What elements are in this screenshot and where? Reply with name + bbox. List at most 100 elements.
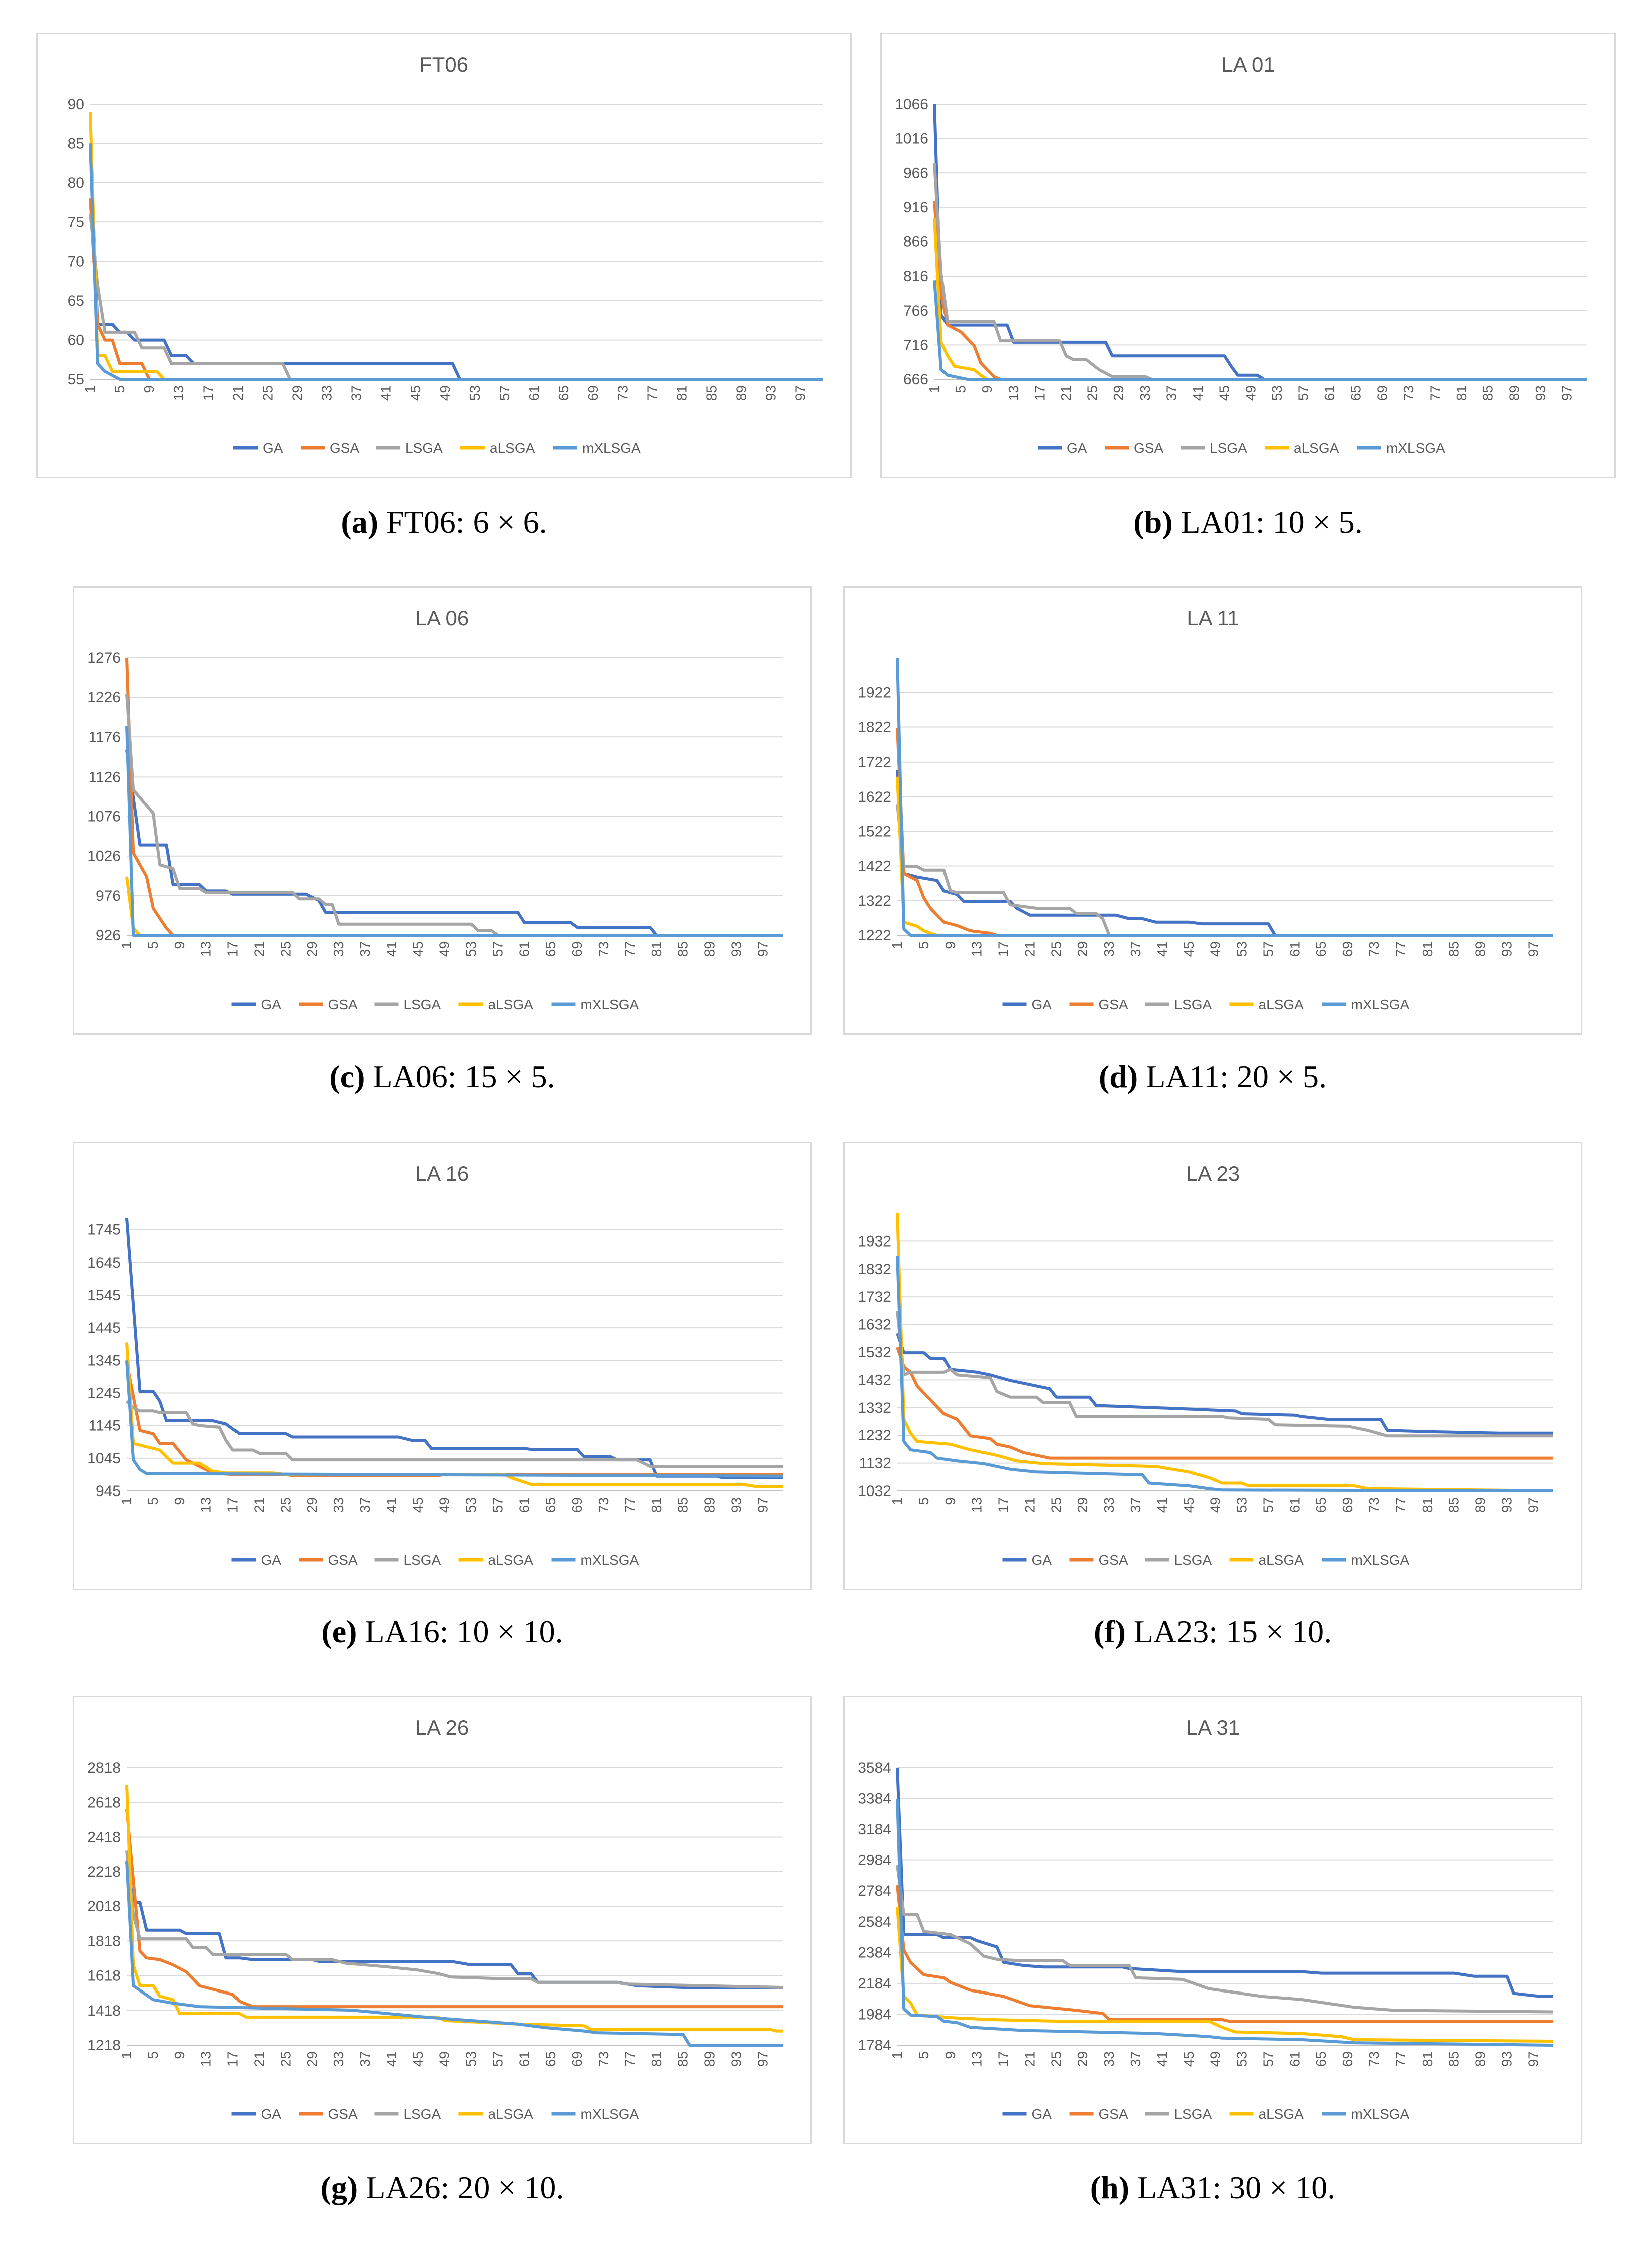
- series-line-gsa: [896, 1885, 1553, 2023]
- y-tick-label: 2418: [87, 1829, 121, 1846]
- x-tick-label: 5: [916, 941, 931, 949]
- y-tick-label: 966: [903, 165, 928, 181]
- series-line-mxlsga: [933, 280, 1587, 381]
- y-tick-label: 75: [68, 214, 84, 230]
- y-tick-label: 1076: [87, 809, 121, 825]
- x-tick-label: 45: [410, 941, 426, 957]
- x-tick-label: 25: [1048, 1497, 1064, 1513]
- chart-title: LA 31: [1186, 1716, 1240, 1739]
- x-tick-label: 53: [1234, 1497, 1250, 1513]
- x-tick-label: 41: [1154, 941, 1170, 957]
- x-tick-label: 89: [1473, 2051, 1488, 2067]
- series-line-mxlsga: [89, 143, 823, 381]
- series-line-alsga: [896, 1906, 1554, 2043]
- x-tick-label: 77: [622, 941, 638, 957]
- x-tick-label: 77: [644, 385, 660, 401]
- x-tick-label: 45: [1181, 941, 1197, 957]
- x-tick-label: 85: [675, 2051, 691, 2067]
- y-tick-label: 1622: [858, 789, 891, 805]
- x-tick-label: 5: [145, 2051, 161, 2059]
- x-tick-label: 21: [1058, 385, 1074, 401]
- x-tick-label: 33: [331, 941, 346, 957]
- y-tick-label: 945: [96, 1483, 121, 1500]
- x-tick-label: 21: [251, 941, 267, 957]
- y-tick-label: 1822: [858, 719, 891, 736]
- x-tick-label: 5: [916, 2051, 931, 2059]
- y-tick-label: 1732: [858, 1289, 891, 1305]
- series-line-gsa: [125, 1809, 783, 2009]
- x-tick-label: 61: [1287, 941, 1302, 957]
- legend-label-alsga: aLSGA: [1294, 440, 1339, 456]
- caption-la23: (f) LA23: 15 × 10.: [843, 1613, 1582, 1650]
- series-line-ga: [896, 769, 1553, 937]
- x-tick-label: 61: [1287, 1497, 1302, 1513]
- x-tick-label: 53: [463, 2051, 479, 2067]
- x-tick-label: 25: [1048, 2051, 1064, 2067]
- caption-label: (e): [321, 1614, 357, 1649]
- x-tick-label: 69: [1374, 385, 1390, 401]
- y-tick-label: 60: [68, 332, 84, 349]
- x-tick-label: 89: [702, 1497, 718, 1513]
- y-tick-label: 2184: [858, 1975, 891, 1992]
- x-tick-label: 93: [1533, 385, 1548, 401]
- x-tick-label: 49: [1208, 2051, 1223, 2067]
- caption-la26: (g) LA26: 20 × 10.: [73, 2169, 812, 2206]
- x-tick-label: 21: [251, 2051, 267, 2067]
- x-tick-label: 45: [1217, 385, 1232, 401]
- y-tick-label: 3384: [858, 1791, 891, 1807]
- x-tick-label: 61: [516, 1497, 532, 1513]
- y-tick-label: 1922: [858, 684, 891, 701]
- x-tick-label: 25: [1085, 385, 1100, 401]
- x-tick-label: 21: [1022, 1497, 1037, 1513]
- series-line-ga: [896, 1333, 1553, 1435]
- x-tick-label: 33: [331, 1497, 346, 1513]
- caption-label: (a): [341, 504, 379, 540]
- x-tick-label: 85: [1480, 385, 1496, 401]
- legend-label-lsga: LSGA: [404, 1552, 441, 1568]
- x-tick-label: 37: [1128, 1497, 1143, 1513]
- x-tick-label: 65: [556, 385, 571, 401]
- x-tick-label: 69: [1340, 941, 1355, 957]
- x-tick-label: 69: [569, 1497, 585, 1513]
- x-tick-label: 77: [622, 2051, 638, 2067]
- x-tick-label: 21: [1022, 941, 1037, 957]
- y-tick-label: 1645: [87, 1255, 121, 1271]
- x-tick-label: 41: [1154, 1497, 1170, 1513]
- x-tick-label: 1: [119, 941, 134, 949]
- x-tick-label: 45: [1181, 2051, 1197, 2067]
- series-line-lsga: [125, 694, 783, 937]
- legend-label-gsa: GSA: [328, 2106, 358, 2122]
- x-tick-label: 49: [437, 1497, 452, 1513]
- legend-label-ga: GA: [1032, 997, 1052, 1012]
- line-chart-la16: LA 1694510451145124513451445154516451745…: [87, 1162, 783, 1568]
- y-tick-label: 866: [903, 234, 928, 251]
- caption-la06: (c) LA06: 15 × 5.: [73, 1058, 812, 1095]
- legend-label-lsga: LSGA: [1174, 2106, 1212, 2122]
- x-tick-label: 81: [1420, 941, 1435, 957]
- x-tick-label: 41: [384, 941, 399, 957]
- x-tick-label: 97: [1559, 385, 1575, 401]
- caption-ft06: (a) FT06: 6 × 6.: [36, 504, 852, 541]
- x-tick-label: 93: [1499, 2051, 1514, 2067]
- line-chart-la11: LA 11 1222 1322 1422 1522 1622 1722 1822 1922 1 5 9…: [858, 606, 1553, 1012]
- x-tick-label: 33: [1101, 941, 1117, 957]
- legend-label-alsga: aLSGA: [490, 440, 535, 456]
- chart-panel-la11: LA 11 1222 1322 1422 1522 1622 1722 1822 1922 1 5 9…: [843, 586, 1582, 1035]
- x-tick-label: 57: [1260, 2051, 1276, 2067]
- x-tick-label: 49: [437, 941, 452, 957]
- x-tick-label: 81: [649, 941, 664, 957]
- y-tick-label: 916: [903, 199, 928, 216]
- series-line-mxlsga: [896, 1256, 1554, 1492]
- y-tick-label: 1745: [87, 1222, 121, 1238]
- line-chart-la06: LA 06 926 976 1026 1076 1126 1176 1226 1276 1 5 9 13…: [87, 606, 783, 1012]
- x-tick-label: 33: [1137, 385, 1153, 401]
- x-tick-label: 85: [1446, 1497, 1462, 1513]
- series-line-gsa: [933, 201, 1587, 381]
- x-tick-label: 45: [1181, 1497, 1197, 1513]
- y-tick-label: 926: [96, 927, 121, 944]
- x-tick-label: 17: [225, 2051, 241, 2067]
- x-tick-label: 37: [1163, 385, 1179, 401]
- caption-label: (g): [320, 2170, 358, 2205]
- line-chart-la31: LA 3117841984218423842584278429843184338…: [858, 1716, 1554, 2122]
- x-tick-label: 5: [916, 1497, 931, 1505]
